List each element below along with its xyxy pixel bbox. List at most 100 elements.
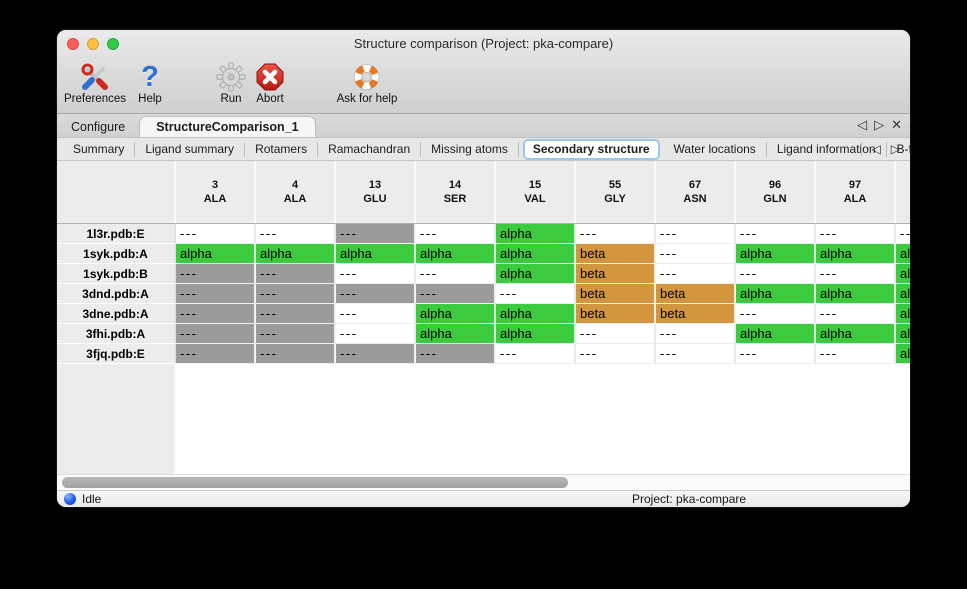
table-cell[interactable]: --- [256, 284, 336, 304]
horizontal-scrollbar-thumb[interactable] [62, 477, 568, 488]
minimize-window-button[interactable] [87, 38, 99, 50]
subtab-ligand-information[interactable]: Ligand information [767, 141, 887, 157]
table-cell[interactable]: --- [736, 304, 816, 324]
run-button[interactable]: Run [215, 60, 247, 105]
tab-scroll-left-icon[interactable]: ◁ [857, 117, 868, 132]
table-cell[interactable]: alpha [736, 324, 816, 344]
table-cell[interactable]: --- [816, 264, 896, 284]
table-cell[interactable]: --- [576, 324, 656, 344]
row-header[interactable]: 1syk.pdb:A [57, 244, 176, 264]
row-header[interactable]: 1syk.pdb:B [57, 264, 176, 284]
table-cell[interactable]: --- [656, 324, 736, 344]
table-cell[interactable]: beta [576, 284, 656, 304]
table-cell[interactable]: --- [176, 344, 256, 364]
table-cell[interactable]: alpha [896, 244, 910, 264]
abort-button[interactable]: Abort [255, 60, 285, 105]
table-cell[interactable]: --- [256, 224, 336, 244]
table-cell[interactable]: --- [336, 284, 416, 304]
table-cell[interactable]: alpha [416, 304, 496, 324]
table-cell[interactable]: --- [256, 264, 336, 284]
subtab-b-factors[interactable]: B-factors [887, 142, 910, 157]
tab-close-icon[interactable]: ✕ [891, 117, 902, 132]
table-cell[interactable]: --- [736, 224, 816, 244]
table-cell[interactable]: alpha [496, 244, 576, 264]
subtab-ligand-summary[interactable]: Ligand summary [135, 141, 246, 157]
table-cell[interactable]: --- [576, 224, 656, 244]
table-cell[interactable]: alpha [896, 344, 910, 364]
subtab-scroll-left-icon[interactable]: ◁ [871, 142, 881, 156]
table-cell[interactable]: --- [656, 344, 736, 364]
table-cell[interactable]: --- [896, 224, 910, 244]
table-cell[interactable]: alpha [816, 284, 896, 304]
table-cell[interactable]: alpha [256, 244, 336, 264]
row-header[interactable]: 1l3r.pdb:E [57, 224, 176, 244]
table-cell[interactable]: --- [416, 264, 496, 284]
table-cell[interactable]: --- [656, 264, 736, 284]
table-cell[interactable]: --- [656, 244, 736, 264]
subtab-ramachandran[interactable]: Ramachandran [318, 141, 422, 157]
table-cell[interactable]: alpha [496, 324, 576, 344]
table-cell[interactable]: alpha [816, 244, 896, 264]
preferences-button[interactable]: Preferences [64, 60, 126, 105]
table-cell[interactable]: alpha [896, 284, 910, 304]
column-header[interactable]: 97 ALA [816, 161, 896, 223]
table-cell[interactable]: alpha [736, 284, 816, 304]
column-header[interactable]: 4 ALA [256, 161, 336, 223]
row-header[interactable]: 3dnd.pdb:A [57, 284, 176, 304]
column-header[interactable]: 3 ALA [176, 161, 256, 223]
table-cell[interactable]: alpha [816, 324, 896, 344]
column-header[interactable]: 55 GLY [576, 161, 656, 223]
table-cell[interactable]: beta [656, 304, 736, 324]
table-cell[interactable]: --- [576, 344, 656, 364]
row-header[interactable]: 3fjq.pdb:E [57, 344, 176, 364]
table-cell[interactable]: --- [816, 344, 896, 364]
table-cell[interactable]: alpha [896, 304, 910, 324]
table-cell[interactable]: beta [576, 244, 656, 264]
table-cell[interactable]: --- [656, 224, 736, 244]
table-cell[interactable]: --- [416, 224, 496, 244]
table-cell[interactable]: beta [576, 264, 656, 284]
column-header[interactable]: 67 ASN [656, 161, 736, 223]
subtab-rotamers[interactable]: Rotamers [245, 141, 319, 157]
table-cell[interactable]: --- [416, 344, 496, 364]
table-cell[interactable]: --- [256, 344, 336, 364]
table-cell[interactable]: --- [496, 344, 576, 364]
tab-scroll-right-icon[interactable]: ▷ [874, 117, 885, 132]
help-button[interactable]: ? Help [138, 60, 162, 105]
table-cell[interactable]: --- [176, 224, 256, 244]
table-cell[interactable]: alpha [896, 264, 910, 284]
subtab-secondary-structure[interactable]: Secondary structure [522, 138, 660, 160]
table-cell[interactable]: --- [256, 324, 336, 344]
table-cell[interactable]: --- [736, 344, 816, 364]
table-cell[interactable]: --- [736, 264, 816, 284]
table-cell[interactable]: --- [416, 284, 496, 304]
table-cell[interactable]: --- [336, 344, 416, 364]
horizontal-scrollbar[interactable] [57, 474, 910, 490]
subtab-missing-atoms[interactable]: Missing atoms [421, 141, 519, 157]
column-header[interactable] [896, 161, 910, 223]
table-cell[interactable]: --- [496, 284, 576, 304]
subtab-scroll-right-icon[interactable]: ▷ [890, 142, 900, 156]
table-cell[interactable]: --- [176, 304, 256, 324]
table-cell[interactable]: alpha [496, 304, 576, 324]
subtab-summary[interactable]: Summary [63, 141, 136, 157]
table-cell[interactable]: --- [176, 284, 256, 304]
table-cell[interactable]: alpha [896, 324, 910, 344]
table-cell[interactable]: alpha [736, 244, 816, 264]
table-cell[interactable]: --- [336, 304, 416, 324]
close-window-button[interactable] [67, 38, 79, 50]
table-cell[interactable]: alpha [416, 244, 496, 264]
table-cell[interactable]: beta [656, 284, 736, 304]
tab-configure[interactable]: Configure [71, 120, 126, 134]
zoom-window-button[interactable] [107, 38, 119, 50]
table-cell[interactable]: --- [816, 224, 896, 244]
table-cell[interactable]: alpha [416, 324, 496, 344]
table-cell[interactable]: alpha [496, 224, 576, 244]
tab-structurecomparison-1[interactable]: StructureComparison_1 [139, 116, 316, 137]
ask-for-help-button[interactable]: Ask for help [337, 60, 397, 105]
table-cell[interactable]: --- [336, 264, 416, 284]
table-cell[interactable]: --- [336, 224, 416, 244]
column-header[interactable]: 15 VAL [496, 161, 576, 223]
column-header[interactable]: 13 GLU [336, 161, 416, 223]
row-header[interactable]: 3fhi.pdb:A [57, 324, 176, 344]
